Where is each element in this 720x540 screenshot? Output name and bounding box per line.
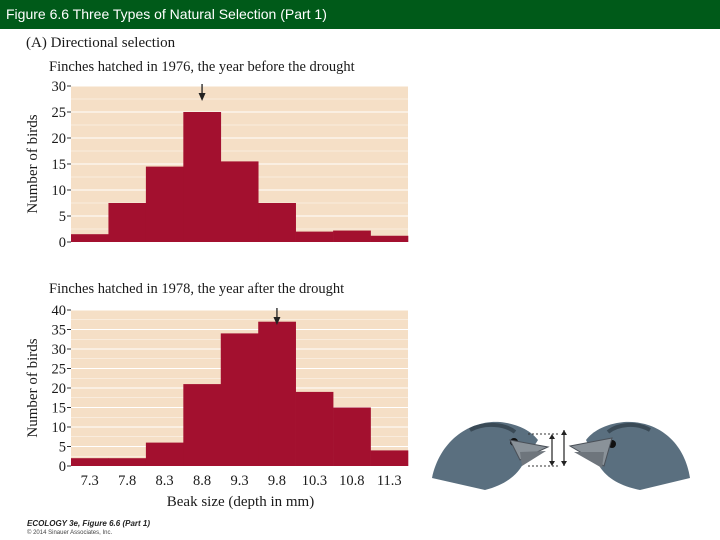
copyright: © 2014 Sinauer Associates, Inc. bbox=[27, 530, 113, 536]
y-tick-label: 10 bbox=[52, 183, 67, 199]
bar-1976-11.3 bbox=[370, 235, 409, 242]
y-tick-label: 10 bbox=[52, 420, 67, 436]
bar-1976-7.3 bbox=[71, 234, 109, 242]
y-tick-label: 15 bbox=[52, 157, 67, 173]
bar-1978-8.3 bbox=[145, 442, 184, 466]
y-tick-label: 0 bbox=[59, 235, 66, 251]
y-tick-label: 35 bbox=[52, 323, 67, 339]
x-tick-label: 9.8 bbox=[268, 473, 286, 489]
bar-1978-9.8 bbox=[258, 321, 296, 466]
y-tick-label: 5 bbox=[59, 440, 66, 456]
y-tick-label: 5 bbox=[59, 209, 66, 225]
mean-arrow-1978 bbox=[273, 308, 281, 325]
bar-1976-9.8 bbox=[258, 203, 296, 242]
x-tick-label: 10.3 bbox=[302, 473, 327, 489]
y-tick-label: 30 bbox=[52, 342, 67, 358]
chart-title-1976: Finches hatched in 1976, the year before… bbox=[49, 59, 355, 75]
bar-1976-8.3 bbox=[145, 166, 184, 242]
bar-1976-8.8 bbox=[183, 112, 222, 242]
x-tick-label: 7.3 bbox=[81, 473, 99, 489]
y-tick-label: 0 bbox=[59, 459, 66, 475]
y-tick-label: 20 bbox=[52, 131, 67, 147]
y-tick-label: 25 bbox=[52, 362, 67, 378]
bar-1978-10.8 bbox=[333, 407, 371, 466]
bar-1976-10.3 bbox=[295, 231, 334, 242]
bar-1978-7.8 bbox=[108, 458, 147, 466]
figure-credit: ECOLOGY 3e, Figure 6.6 (Part 1) bbox=[27, 519, 150, 528]
bar-1978-7.3 bbox=[71, 458, 109, 466]
y-tick-label: 30 bbox=[52, 79, 67, 95]
finch-heads-illustration bbox=[432, 421, 690, 490]
y-axis-label-1978: Number of birds bbox=[25, 338, 41, 437]
bar-1978-10.3 bbox=[295, 391, 334, 466]
x-tick-label: 8.8 bbox=[193, 473, 211, 489]
slide-title: Figure 6.6 Three Types of Natural Select… bbox=[0, 0, 720, 29]
x-tick-label: 10.8 bbox=[339, 473, 364, 489]
beak-depth-bracket bbox=[528, 430, 567, 467]
y-axis-label-1976: Number of birds bbox=[25, 114, 41, 213]
bar-1976-9.3 bbox=[220, 161, 259, 242]
y-tick-label: 25 bbox=[52, 105, 67, 121]
bar-1976-10.8 bbox=[333, 230, 371, 242]
mean-arrow-1976 bbox=[198, 84, 206, 101]
chart-1976: Finches hatched in 1976, the year before… bbox=[25, 59, 409, 251]
x-tick-label: 11.3 bbox=[377, 473, 402, 489]
y-tick-label: 20 bbox=[52, 381, 67, 397]
finch-right-head bbox=[568, 421, 690, 490]
y-tick-label: 40 bbox=[52, 303, 67, 319]
bar-1976-7.8 bbox=[108, 203, 147, 242]
x-axis-label: Beak size (depth in mm) bbox=[167, 494, 314, 510]
chart-title-1978: Finches hatched in 1978, the year after … bbox=[49, 281, 344, 297]
bar-1978-9.3 bbox=[220, 333, 259, 466]
bar-1978-11.3 bbox=[370, 450, 409, 466]
x-tick-label: 7.8 bbox=[118, 473, 136, 489]
chart-1978: Finches hatched in 1978, the year after … bbox=[25, 281, 409, 510]
x-tick-label: 8.3 bbox=[156, 473, 174, 489]
panel-label: (A) Directional selection bbox=[26, 35, 176, 51]
x-tick-label: 9.3 bbox=[230, 473, 248, 489]
y-tick-label: 15 bbox=[52, 401, 67, 417]
bar-1978-8.8 bbox=[183, 384, 222, 466]
finch-left-head bbox=[432, 421, 550, 490]
